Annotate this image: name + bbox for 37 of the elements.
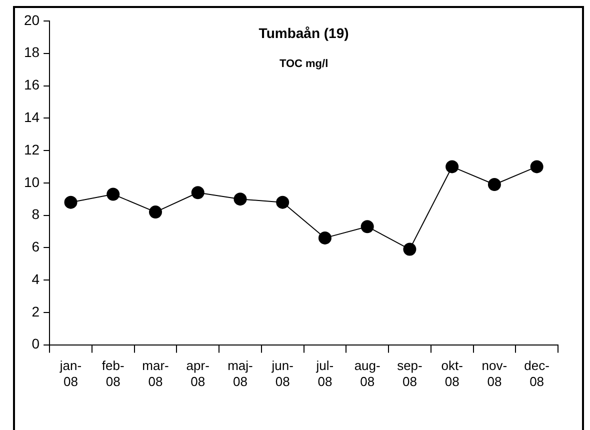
x-tick-label: jul-08 [315,358,334,389]
y-tick-label: 2 [32,303,40,320]
y-tick-label: 16 [24,76,40,93]
point [64,196,78,209]
point [488,178,501,192]
point [106,188,120,201]
x-tick-label: maj-08 [228,358,253,389]
y-tick-label: 18 [24,44,40,60]
point [276,196,290,209]
x-tick-label: feb-08 [102,358,124,389]
y-tick-label: 10 [24,174,40,190]
y-tick-label: 12 [24,141,40,158]
x-tick-label: jun-08 [270,358,294,389]
point [360,220,374,234]
x-tick-label: okt-08 [441,358,463,389]
y-tick-label: 8 [32,206,40,222]
x-tick-label: apr-08 [186,358,210,389]
point [148,206,162,219]
point [234,192,247,206]
x-tick-label: dec-08 [524,358,550,389]
point [191,186,204,200]
y-tick-label: 4 [32,270,40,287]
point [403,242,416,256]
text: TOC mg/l [279,58,328,70]
y-tick-label: 14 [24,109,40,125]
point [318,231,332,244]
x-tick-label: jan-08 [58,358,82,389]
point [530,160,544,174]
x-tick-label: mar-08 [142,358,169,389]
x-tick-label: aug-08 [354,358,380,389]
y-tick-label: 6 [32,238,40,255]
x-tick-label: nov-08 [482,358,508,389]
y-tick-label: 0 [32,336,40,352]
point [446,160,459,174]
chart-title: Tumbaån (19) [258,24,349,41]
x-tick-label: sep-08 [397,358,422,389]
y-tick-label: 20 [24,12,40,28]
